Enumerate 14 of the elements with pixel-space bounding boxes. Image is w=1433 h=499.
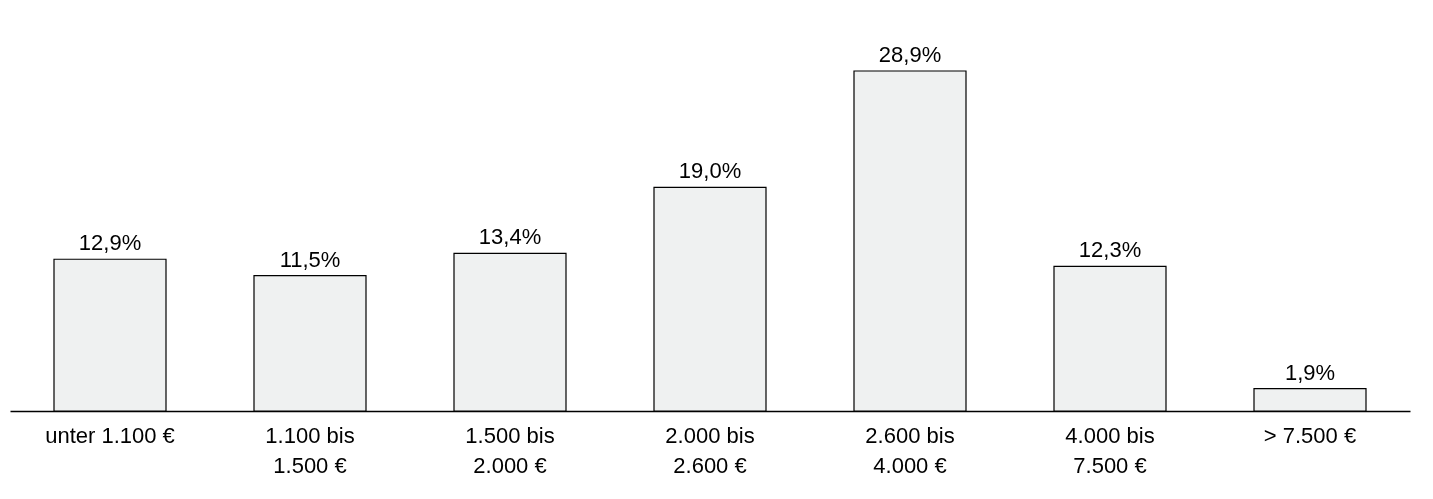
x-tick-label: > 7.500 € xyxy=(1263,422,1357,448)
data-label: 11,5% xyxy=(279,246,341,272)
x-tick-label: 4.000 bis 7.500 € xyxy=(1065,422,1155,478)
x-tick-label: unter 1.100 € xyxy=(45,422,175,448)
data-label: 28,9% xyxy=(878,42,942,67)
x-tick-label: 1.100 bis 1.500 € xyxy=(265,422,355,478)
data-label: 1,9% xyxy=(1284,359,1336,385)
x-tick-label: 2.000 bis 2.600 € xyxy=(665,422,755,478)
data-label: 12,9% xyxy=(78,230,142,256)
x-tick-label: 2.600 bis 4.000 € xyxy=(865,422,955,478)
data-label: 12,3% xyxy=(1078,237,1142,263)
data-label: 19,0% xyxy=(678,158,742,184)
x-tick-label: 1.500 bis 2.000 € xyxy=(465,422,555,478)
data-label: 13,4% xyxy=(478,224,542,250)
